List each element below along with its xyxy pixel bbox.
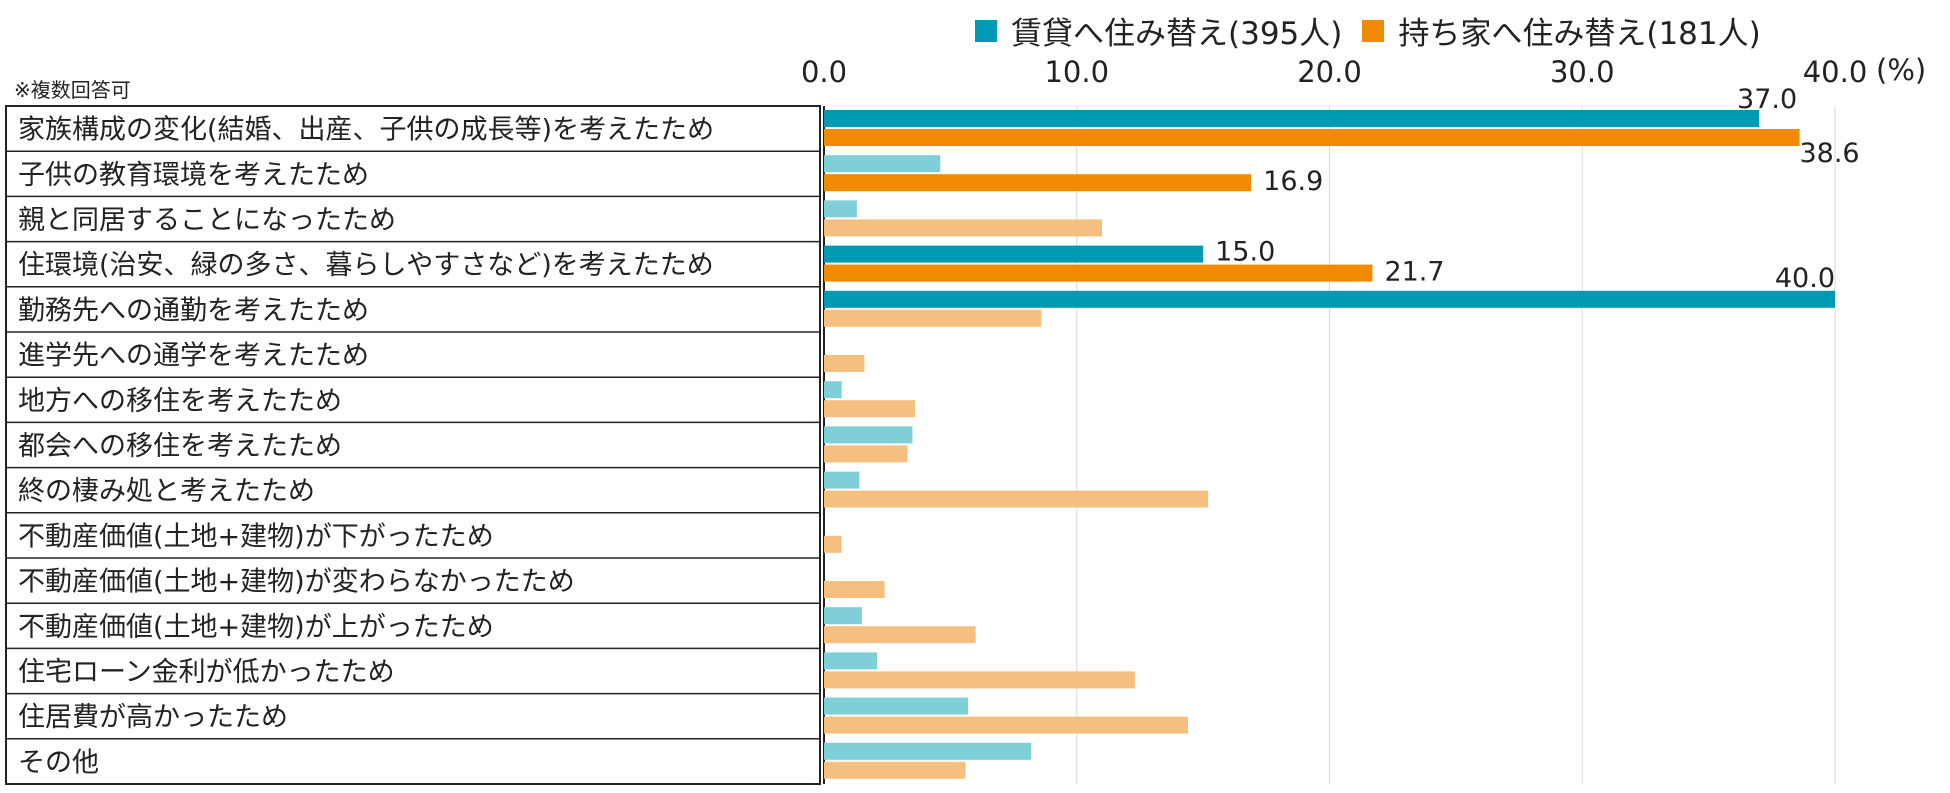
category-table-border: [5, 105, 821, 785]
category-label: 住環境(治安、緑の多さ、暮らしやすさなど)を考えたため: [18, 250, 714, 281]
bar-rental: [824, 426, 913, 444]
bar-rental: [824, 290, 1835, 308]
x-tick-label: 20.0: [1297, 55, 1362, 89]
bar-rental: [824, 245, 1204, 263]
bar-owned: [824, 671, 1135, 689]
data-label: 21.7: [1384, 257, 1444, 288]
category-label: 進学先への通学を考えたため: [18, 341, 369, 372]
legend: 賃貸へ住み替え(395人) 持ち家へ住み替え(181人): [975, 8, 1781, 53]
bar-rental: [824, 155, 941, 173]
x-tick-label: 30.0: [1550, 55, 1615, 89]
category-label: 不動産価値(土地+建物)が下がったため: [18, 521, 494, 552]
bar-owned: [824, 490, 1209, 508]
bar-rental: [824, 652, 878, 670]
category-label: 子供の教育環境を考えたため: [18, 160, 369, 191]
bar-rental: [824, 471, 860, 489]
x-tick-label: 0.0: [801, 55, 847, 89]
bar-owned: [824, 581, 885, 598]
bar-owned: [824, 716, 1188, 734]
bar-rental: [824, 607, 862, 625]
bar-rental: [824, 381, 842, 399]
legend-swatch-owned: [1362, 19, 1385, 42]
bar-owned: [824, 355, 865, 372]
bar-rental: [824, 110, 1760, 127]
axis-unit-label: (%): [1876, 53, 1927, 87]
bar-owned: [824, 535, 842, 553]
data-label: 38.6: [1799, 138, 1859, 169]
legend-label-rental: 賃貸へ住み替え(395人): [1011, 16, 1343, 52]
category-label: その他: [18, 747, 99, 778]
category-label: 親と同居することになったため: [18, 205, 396, 236]
bar-rental: [824, 200, 857, 218]
bar-owned: [824, 129, 1800, 146]
bar-owned: [824, 761, 966, 779]
data-label: 37.0: [1737, 84, 1797, 115]
bar-owned: [824, 219, 1103, 237]
bar-owned: [824, 264, 1373, 282]
category-label: 勤務先への通勤を考えたため: [18, 295, 369, 326]
bar-owned: [824, 626, 976, 644]
bar-owned: [824, 400, 915, 418]
category-label: 地方への移住を考えたため: [18, 386, 342, 417]
data-label: 40.0: [1775, 263, 1835, 294]
category-label: 不動産価値(土地+建物)が上がったため: [18, 612, 494, 643]
bar-owned: [824, 445, 908, 463]
legend-label-owned: 持ち家へ住み替え(181人): [1398, 16, 1761, 52]
data-label: 16.9: [1263, 166, 1323, 197]
multiple-answer-note: ※複数回答可: [14, 78, 131, 102]
bar-owned: [824, 309, 1042, 327]
category-label: 住居費が高かったため: [18, 702, 288, 733]
bar-owned: [824, 174, 1252, 192]
category-label: 都会への移住を考えたため: [18, 431, 342, 462]
data-label: 15.0: [1215, 237, 1275, 268]
x-tick-label: 40.0: [1803, 55, 1868, 89]
legend-item-rental: 賃貸へ住み替え(395人): [975, 8, 1342, 53]
category-label: 家族構成の変化(結婚、出産、子供の成長等)を考えたため: [18, 115, 714, 146]
category-label: 不動産価値(土地+建物)が変わらなかったため: [18, 567, 575, 598]
x-tick-label: 10.0: [1044, 55, 1109, 89]
bar-rental: [824, 742, 1032, 760]
category-label: 終の棲み処と考えたため: [18, 476, 315, 507]
bar-rental: [824, 697, 969, 715]
category-label: 住宅ローン金利が低かったため: [18, 657, 395, 688]
legend-item-owned: 持ち家へ住み替え(181人): [1362, 8, 1761, 53]
legend-swatch-rental: [975, 19, 997, 42]
